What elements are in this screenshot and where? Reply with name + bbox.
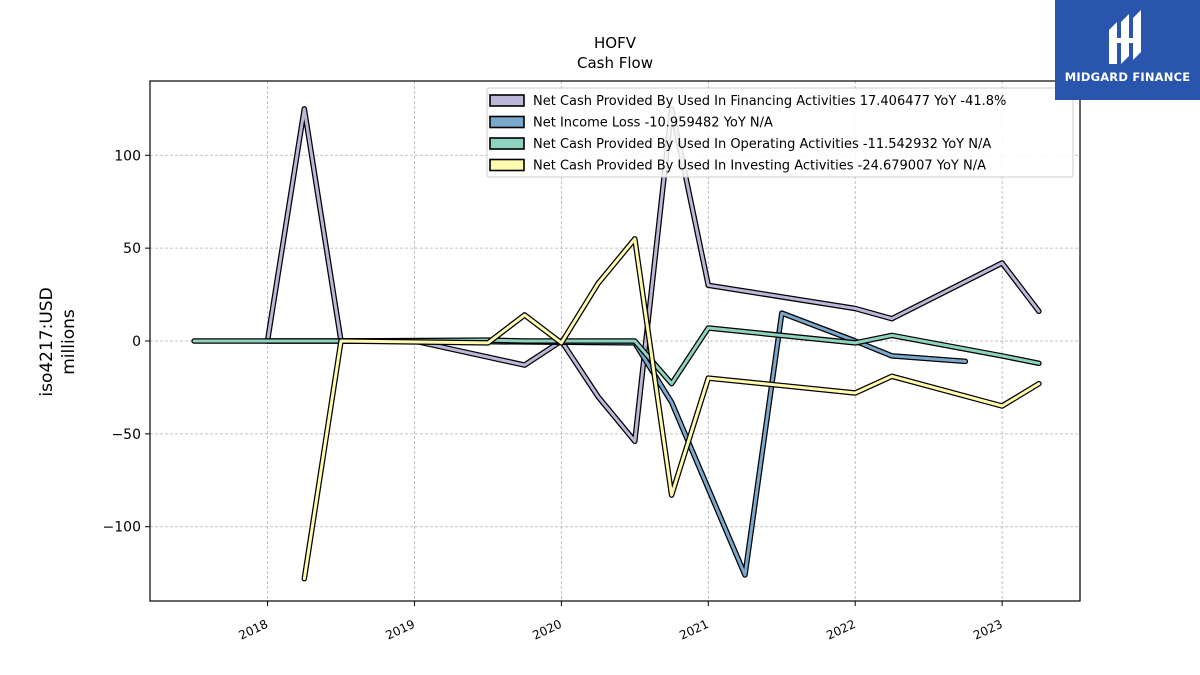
- legend-swatch: [489, 158, 525, 172]
- series-line: [266, 311, 967, 577]
- legend-entry: Net Cash Provided By Used In Financing A…: [533, 94, 1006, 109]
- x-tick-label: 2020: [530, 617, 564, 643]
- series-line: [302, 237, 1041, 581]
- y-tick-label: 100: [114, 148, 141, 164]
- legend-swatch: [489, 115, 525, 129]
- y-tick-label: 0: [132, 334, 141, 350]
- brand-name: MIDGARD FINANCE: [1064, 70, 1191, 84]
- x-tick-label: 2022: [824, 617, 858, 643]
- series-2: [264, 310, 969, 578]
- y-axis-unit-label: millions: [59, 309, 79, 375]
- x-tick-label: 2019: [383, 617, 417, 643]
- x-tick-label: 2023: [971, 617, 1005, 643]
- legend-swatch: [489, 94, 525, 107]
- y-tick-label: −100: [103, 520, 141, 536]
- series-outline: [264, 310, 969, 578]
- x-tick-label: 2021: [677, 617, 711, 643]
- chart-subtitle: Cash Flow: [577, 54, 653, 72]
- axis-ticks: 2018 2019 2020 2021 2022 2023 −100 −50 0 50 100: [103, 148, 1005, 642]
- y-tick-label: 50: [123, 241, 141, 257]
- series-lines: [191, 106, 1042, 582]
- chart-title: HOFV: [594, 34, 637, 52]
- legend: Net Cash Provided By Used In Financing A…: [486, 87, 1074, 178]
- legend-swatch: [489, 137, 525, 150]
- brand-logo: MIDGARD FINANCE: [1055, 0, 1200, 100]
- legend-box: [486, 87, 1074, 178]
- legend-entry: Net Cash Provided By Used In Operating A…: [533, 137, 991, 152]
- x-tick-label: 2018: [237, 617, 271, 643]
- legend-entry: Net Income Loss -10.959482 YoY N/A: [533, 116, 773, 131]
- y-tick-label: −50: [111, 427, 141, 443]
- legend-entry: Net Cash Provided By Used In Investing A…: [533, 159, 986, 174]
- midgard-logo-icon: [1109, 10, 1141, 64]
- series-4: [301, 236, 1042, 582]
- y-axis-label: iso4217:USD: [37, 287, 57, 396]
